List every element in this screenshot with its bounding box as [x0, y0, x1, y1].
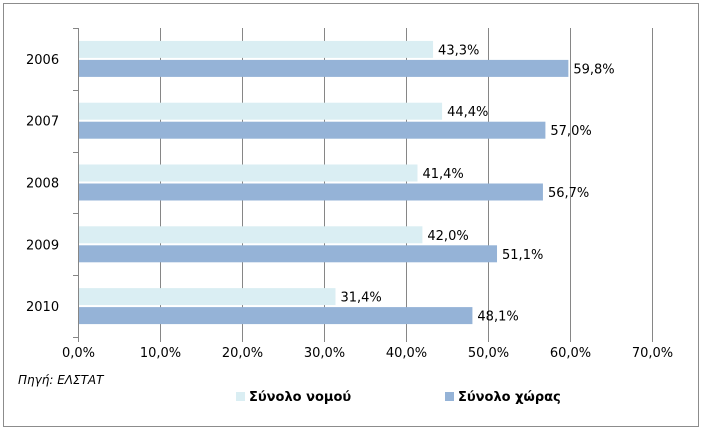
value-label: 42,0%: [427, 229, 468, 244]
value-label: 51,1%: [502, 248, 543, 263]
category-label: 2010: [26, 300, 59, 315]
category-label: 2006: [26, 53, 59, 68]
category-label: 2009: [26, 238, 59, 253]
bar: [79, 164, 418, 182]
x-tick-label: 10,0%: [140, 346, 181, 361]
category-label: 2008: [26, 177, 59, 192]
value-label: 43,3%: [438, 43, 479, 58]
bar: [79, 121, 546, 139]
bar: [79, 307, 473, 325]
bars: [79, 40, 569, 325]
bar: [79, 226, 423, 244]
x-tick-label: 60,0%: [550, 346, 591, 361]
x-tick-label: 0,0%: [62, 346, 95, 361]
source-note: Πηγή: ΕΛΣΤΑΤ: [18, 373, 105, 387]
value-labels: 43,3% 44,4% 41,4% 42,0% 31,4% 59,8% 57,0% 56,7%…: [340, 43, 614, 324]
legend-swatch-nomou: [236, 392, 245, 401]
bar: [79, 59, 569, 77]
category-labels: 2006 2007 2008 2009 2010: [26, 28, 78, 338]
category-label: 2007: [26, 115, 59, 130]
x-tick-label: 30,0%: [304, 346, 345, 361]
legend-label-choras: Σύνολο χώρας: [458, 390, 561, 405]
legend-swatch-choras: [445, 392, 454, 401]
legend-label-nomou: Σύνολο νομού: [249, 390, 351, 405]
x-tick-label: 70,0%: [632, 346, 673, 361]
value-label: 41,4%: [422, 167, 463, 182]
bar: [79, 245, 498, 263]
value-label: 59,8%: [573, 62, 614, 77]
x-tick-label: 20,0%: [222, 346, 263, 361]
legend: Σύνολο νομού Σύνολο χώρας: [236, 390, 561, 405]
x-tick-label: 50,0%: [468, 346, 509, 361]
gridlines: [160, 28, 653, 337]
value-label: 31,4%: [340, 291, 381, 306]
value-label: 57,0%: [550, 124, 591, 139]
value-label: 48,1%: [477, 310, 518, 325]
x-axis-ticks: 0,0% 10,0% 20,0% 30,0% 40,0% 50,0% 60,0% 70,0%: [62, 337, 673, 361]
bar: [79, 102, 443, 120]
bar: [79, 40, 434, 58]
value-label: 56,7%: [548, 186, 589, 201]
bar: [79, 288, 336, 306]
x-tick-label: 40,0%: [386, 346, 427, 361]
value-label: 44,4%: [447, 105, 488, 120]
bar: [79, 183, 543, 201]
